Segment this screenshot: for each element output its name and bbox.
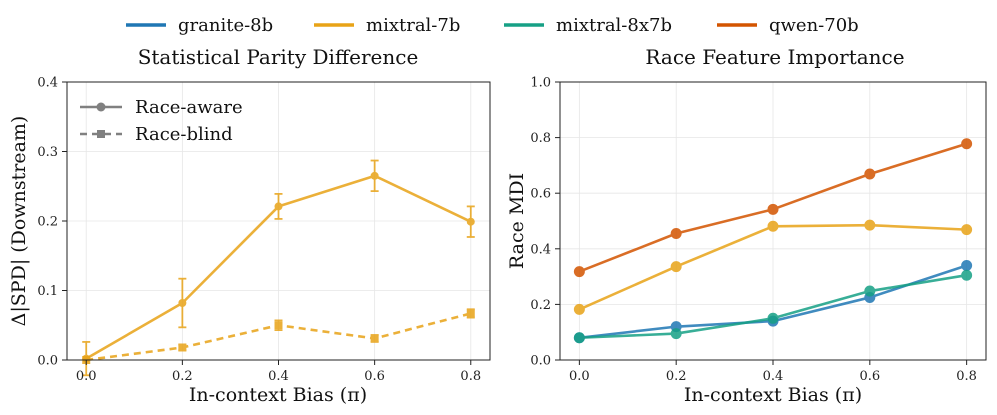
xtick-label: 0.2 [666, 369, 687, 384]
legend-label-mixtral-8x7b: mixtral-8x7b [556, 15, 672, 36]
data-point [864, 168, 876, 180]
ytick-label: 0.4 [530, 242, 551, 257]
xtick-label: 0.4 [763, 369, 784, 384]
ytick-label: 1.0 [530, 76, 551, 91]
data-point [767, 312, 779, 324]
xtick-label: 0.6 [364, 369, 385, 384]
data-point [864, 285, 876, 297]
data-point [961, 138, 973, 150]
xtick-label: 0.0 [76, 369, 97, 384]
series-mixtral-7b-race-blind- [82, 308, 475, 364]
inner-legend-marker [96, 102, 106, 112]
data-point [573, 332, 585, 344]
mdi-xlabel: In-context Bias (π) [684, 384, 862, 406]
spd-xlabel: In-context Bias (π) [189, 384, 367, 406]
xtick-label: 0.0 [569, 369, 590, 384]
ytick-label: 0.8 [530, 131, 551, 146]
data-point [864, 219, 876, 231]
inner-legend-label: Race-aware [135, 97, 243, 118]
data-point [670, 261, 682, 273]
data-point [573, 266, 585, 278]
data-point [767, 220, 779, 232]
data-point [961, 259, 973, 271]
data-point [961, 224, 973, 236]
inner-legend-marker [97, 130, 105, 138]
spd-title: Statistical Parity Difference [138, 45, 419, 69]
panel-spd: Statistical Parity Difference 0.0 0.2 0.4 0… [8, 45, 491, 406]
ytick-label: 0.4 [37, 76, 58, 91]
data-point [670, 228, 682, 240]
series-mixtral-7b [573, 219, 973, 315]
ytick-label: 0.2 [530, 298, 551, 313]
data-point [466, 217, 475, 226]
legend-label-qwen-70b: qwen-70b [769, 15, 859, 36]
mdi-ylabel: Race MDI [506, 173, 528, 269]
xtick-label: 0.8 [460, 369, 481, 384]
series-qwen-70b [573, 138, 973, 278]
legend-label-mixtral-7b: mixtral-7b [366, 15, 460, 36]
data-point [767, 203, 779, 215]
series-mixtral-8x7b [573, 269, 973, 344]
data-point [178, 299, 187, 308]
panel-mdi: Race Feature Importance 0.0 0.2 0.4 0.6 0.8 … [506, 45, 987, 406]
data-point [573, 303, 585, 315]
inner-legend-label: Race-blind [135, 124, 233, 145]
data-point [274, 321, 283, 330]
top-legend: granite-8b mixtral-7b mixtral-8x7b qwen-70b [126, 15, 859, 36]
ytick-label: 0.0 [530, 354, 551, 369]
spd-ylabel: Δ|SPD| (Downstream) [8, 116, 30, 327]
data-point [370, 334, 379, 343]
xtick-label: 0.6 [859, 369, 880, 384]
data-point [961, 269, 973, 281]
data-point [466, 309, 475, 318]
ytick-label: 0.0 [37, 354, 58, 369]
xtick-label: 0.2 [172, 369, 193, 384]
data-point [178, 343, 187, 352]
spd-inner-legend: Race-aware Race-blind [80, 97, 243, 145]
xtick-label: 0.8 [956, 369, 977, 384]
xtick-label: 0.4 [268, 369, 289, 384]
ytick-label: 0.1 [37, 284, 58, 299]
ytick-label: 0.6 [530, 187, 551, 202]
data-point [670, 328, 682, 340]
mdi-title: Race Feature Importance [645, 45, 904, 69]
ytick-label: 0.3 [37, 145, 58, 160]
data-point [370, 171, 379, 180]
ytick-label: 0.2 [37, 215, 58, 230]
data-point [274, 202, 283, 211]
legend-label-granite-8b: granite-8b [178, 15, 273, 36]
